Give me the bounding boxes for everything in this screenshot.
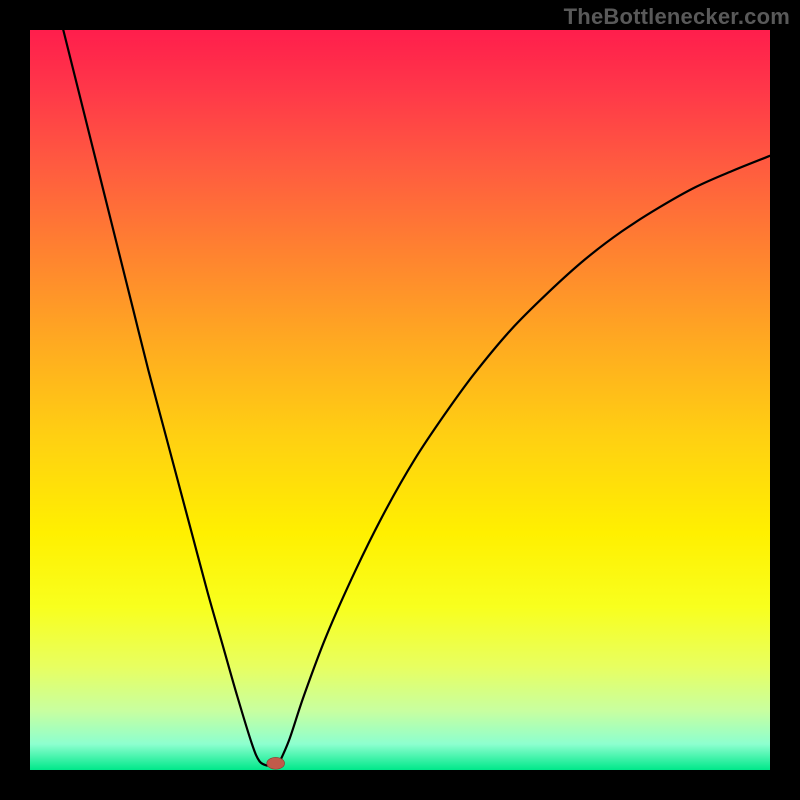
watermark-text: TheBottlenecker.com	[564, 4, 790, 30]
minimum-marker	[267, 757, 285, 769]
plot-background	[30, 30, 770, 770]
chart-svg	[0, 0, 800, 800]
bottleneck-chart: TheBottlenecker.com	[0, 0, 800, 800]
